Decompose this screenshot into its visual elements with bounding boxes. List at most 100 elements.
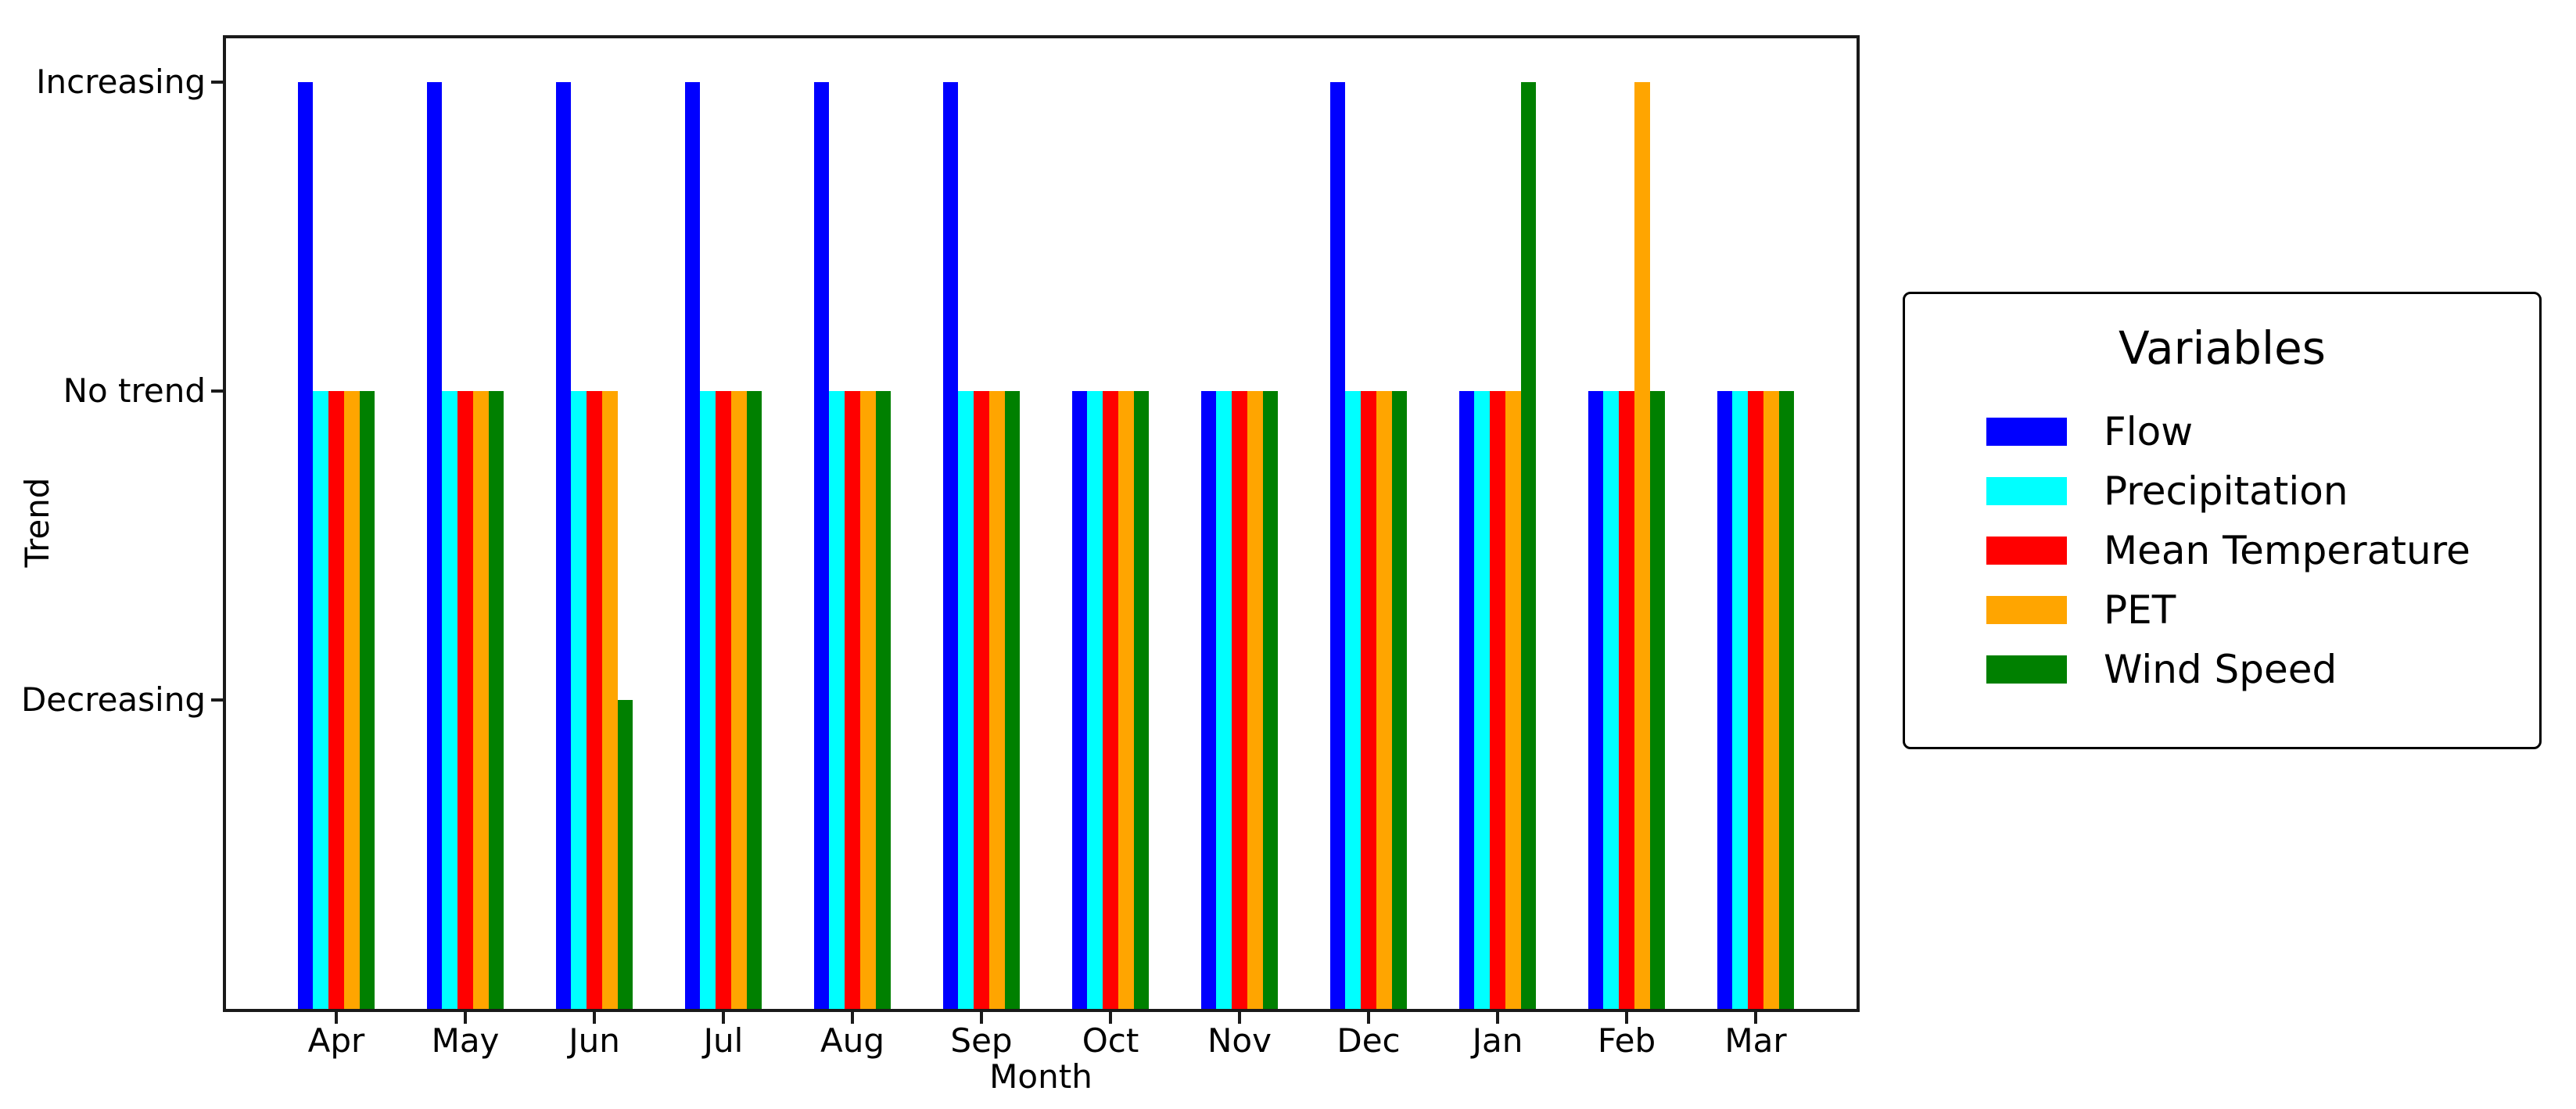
bar-mean-temperature-sep: [974, 391, 989, 1009]
x-tick-mark: [1367, 1012, 1370, 1024]
y-tick-label-increasing: Increasing: [36, 63, 206, 101]
x-tick-label-dec: Dec: [1336, 1021, 1401, 1060]
bar-pet-apr: [343, 391, 360, 1009]
bar-group-dec: [1329, 82, 1408, 1009]
bar-mean-temperature-aug: [845, 391, 860, 1009]
x-tick-mark: [851, 1012, 854, 1024]
x-tick-label-jul: Jul: [703, 1021, 744, 1060]
bar-flow-oct: [1071, 391, 1088, 1009]
bar-mean-temperature-nov: [1232, 391, 1247, 1009]
bar-group-apr: [297, 82, 375, 1009]
legend-item-wind-speed: Wind Speed: [1905, 640, 2539, 699]
x-tick-mark: [464, 1012, 467, 1024]
bar-flow-nov: [1200, 391, 1217, 1009]
x-tick-label-sep: Sep: [950, 1021, 1013, 1060]
bar-pet-feb: [1634, 82, 1650, 1009]
x-tick-label-mar: Mar: [1724, 1021, 1787, 1060]
legend: Variables Flow Precipitation Mean Temperat…: [1903, 292, 2542, 749]
bar-flow-jun: [555, 82, 572, 1009]
y-tick-label-no-trend: No trend: [63, 371, 206, 410]
legend-title: Variables: [2118, 321, 2327, 375]
bar-precipitation-feb: [1603, 391, 1620, 1009]
bar-wind-speed-feb: [1649, 391, 1666, 1009]
bar-group-jan: [1458, 82, 1537, 1009]
bar-precipitation-jun: [571, 391, 587, 1009]
bar-pet-jun: [601, 391, 618, 1009]
bar-pet-mar: [1763, 391, 1779, 1009]
legend-item-precipitation: Precipitation: [1905, 461, 2539, 521]
legend-label: PET: [2104, 587, 2176, 633]
bar-group-may: [426, 82, 504, 1009]
bar-pet-sep: [988, 391, 1005, 1009]
bar-wind-speed-may: [488, 391, 504, 1009]
x-tick-mark: [593, 1012, 596, 1024]
bar-pet-nov: [1247, 391, 1263, 1009]
bar-wind-speed-aug: [875, 391, 892, 1009]
x-tick-label-apr: Apr: [307, 1021, 365, 1060]
bar-group-nov: [1200, 391, 1279, 1009]
legend-item-pet: PET: [1905, 580, 2539, 640]
legend-swatch-icon: [1986, 655, 2067, 684]
bar-group-jun: [555, 82, 633, 1009]
bar-mean-temperature-dec: [1361, 391, 1376, 1009]
legend-item-mean-temperature: Mean Temperature: [1905, 521, 2539, 580]
bar-group-feb: [1588, 82, 1666, 1009]
bar-mean-temperature-jun: [587, 391, 602, 1009]
bar-group-jul: [684, 82, 762, 1009]
legend-swatch-icon: [1986, 596, 2067, 624]
y-axis-title: Trend: [18, 477, 56, 568]
bar-group-oct: [1071, 391, 1150, 1009]
y-tick-label-decreasing: Decreasing: [20, 680, 206, 719]
bar-precipitation-jan: [1474, 391, 1491, 1009]
y-tick-mark: [211, 698, 223, 702]
bar-precipitation-dec: [1345, 391, 1362, 1009]
x-tick-label-jan: Jan: [1472, 1021, 1523, 1060]
bar-flow-may: [426, 82, 443, 1009]
bar-wind-speed-jan: [1520, 82, 1537, 1009]
plot-area: [223, 35, 1860, 1012]
legend-label: Mean Temperature: [2104, 528, 2470, 573]
x-tick-mark: [722, 1012, 725, 1024]
bar-mean-temperature-may: [457, 391, 473, 1009]
bar-flow-dec: [1329, 82, 1346, 1009]
bar-wind-speed-oct: [1133, 391, 1150, 1009]
bar-precipitation-mar: [1732, 391, 1749, 1009]
bar-precipitation-nov: [1216, 391, 1232, 1009]
bar-pet-dec: [1376, 391, 1392, 1009]
bar-wind-speed-jun: [617, 700, 633, 1009]
bar-precipitation-aug: [829, 391, 845, 1009]
x-tick-mark: [1625, 1012, 1628, 1024]
bar-precipitation-may: [442, 391, 458, 1009]
bar-flow-feb: [1588, 391, 1604, 1009]
bar-pet-may: [472, 391, 489, 1009]
bar-flow-apr: [297, 82, 314, 1009]
x-tick-mark: [1754, 1012, 1757, 1024]
x-tick-label-may: May: [431, 1021, 500, 1060]
bar-precipitation-sep: [958, 391, 974, 1009]
x-tick-label-jun: Jun: [569, 1021, 620, 1060]
bar-pet-jul: [730, 391, 747, 1009]
x-tick-label-feb: Feb: [1597, 1021, 1656, 1060]
bar-precipitation-apr: [313, 391, 329, 1009]
bar-flow-mar: [1717, 391, 1733, 1009]
bar-wind-speed-apr: [359, 391, 375, 1009]
bar-flow-sep: [942, 82, 959, 1009]
bar-wind-speed-sep: [1004, 391, 1021, 1009]
legend-label: Flow: [2104, 409, 2194, 454]
x-tick-mark: [1496, 1012, 1499, 1024]
bar-pet-aug: [859, 391, 876, 1009]
x-tick-label-aug: Aug: [820, 1021, 885, 1060]
bar-group-sep: [942, 82, 1021, 1009]
bar-mean-temperature-jan: [1490, 391, 1505, 1009]
x-tick-mark: [1109, 1012, 1112, 1024]
legend-item-flow: Flow: [1905, 402, 2539, 461]
x-tick-mark: [980, 1012, 983, 1024]
x-tick-mark: [335, 1012, 338, 1024]
bar-precipitation-jul: [700, 391, 716, 1009]
y-tick-mark: [211, 389, 223, 393]
bar-mean-temperature-apr: [328, 391, 344, 1009]
legend-label: Wind Speed: [2104, 647, 2337, 692]
bar-mean-temperature-oct: [1103, 391, 1118, 1009]
x-tick-mark: [1238, 1012, 1241, 1024]
